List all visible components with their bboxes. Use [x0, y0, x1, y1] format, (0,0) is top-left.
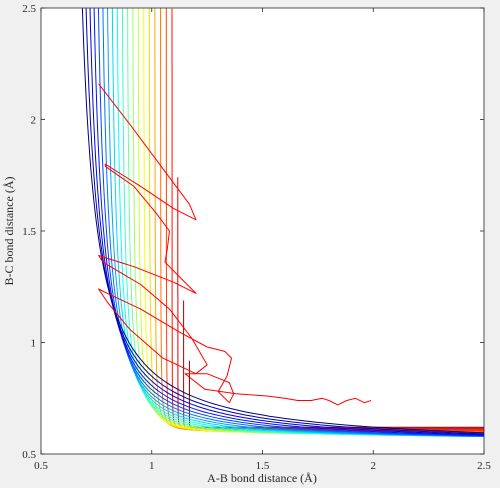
y-tick-label: 0.5 [22, 449, 36, 461]
potential-energy-contours [81, 8, 484, 438]
x-tick-label: 2 [371, 460, 377, 472]
y-tick-label: 1.5 [22, 226, 36, 238]
trajectory-group [98, 83, 372, 406]
y-tick-label: 1 [31, 338, 37, 350]
reaction-trajectory [98, 83, 372, 406]
y-tick-label: 2.5 [22, 3, 36, 15]
x-tick-label: 1 [149, 460, 155, 472]
x-tick-label: 1.5 [256, 460, 270, 472]
x-axis-label: A-B bond distance (Å) [207, 471, 317, 485]
x-tick-label: 0.5 [34, 460, 48, 472]
x-tick-label: 2.5 [477, 460, 491, 472]
y-tick-label: 2 [31, 115, 37, 127]
contour-line-21 [85, 8, 484, 435]
plot-area [41, 8, 484, 454]
y-axis-label: B-C bond distance (Å) [2, 177, 16, 286]
contour-line-22 [81, 8, 484, 434]
axis-ticks: 0.5 1 1.5 2 2.5 0.5 1 1.5 2 2.5 [22, 3, 491, 472]
